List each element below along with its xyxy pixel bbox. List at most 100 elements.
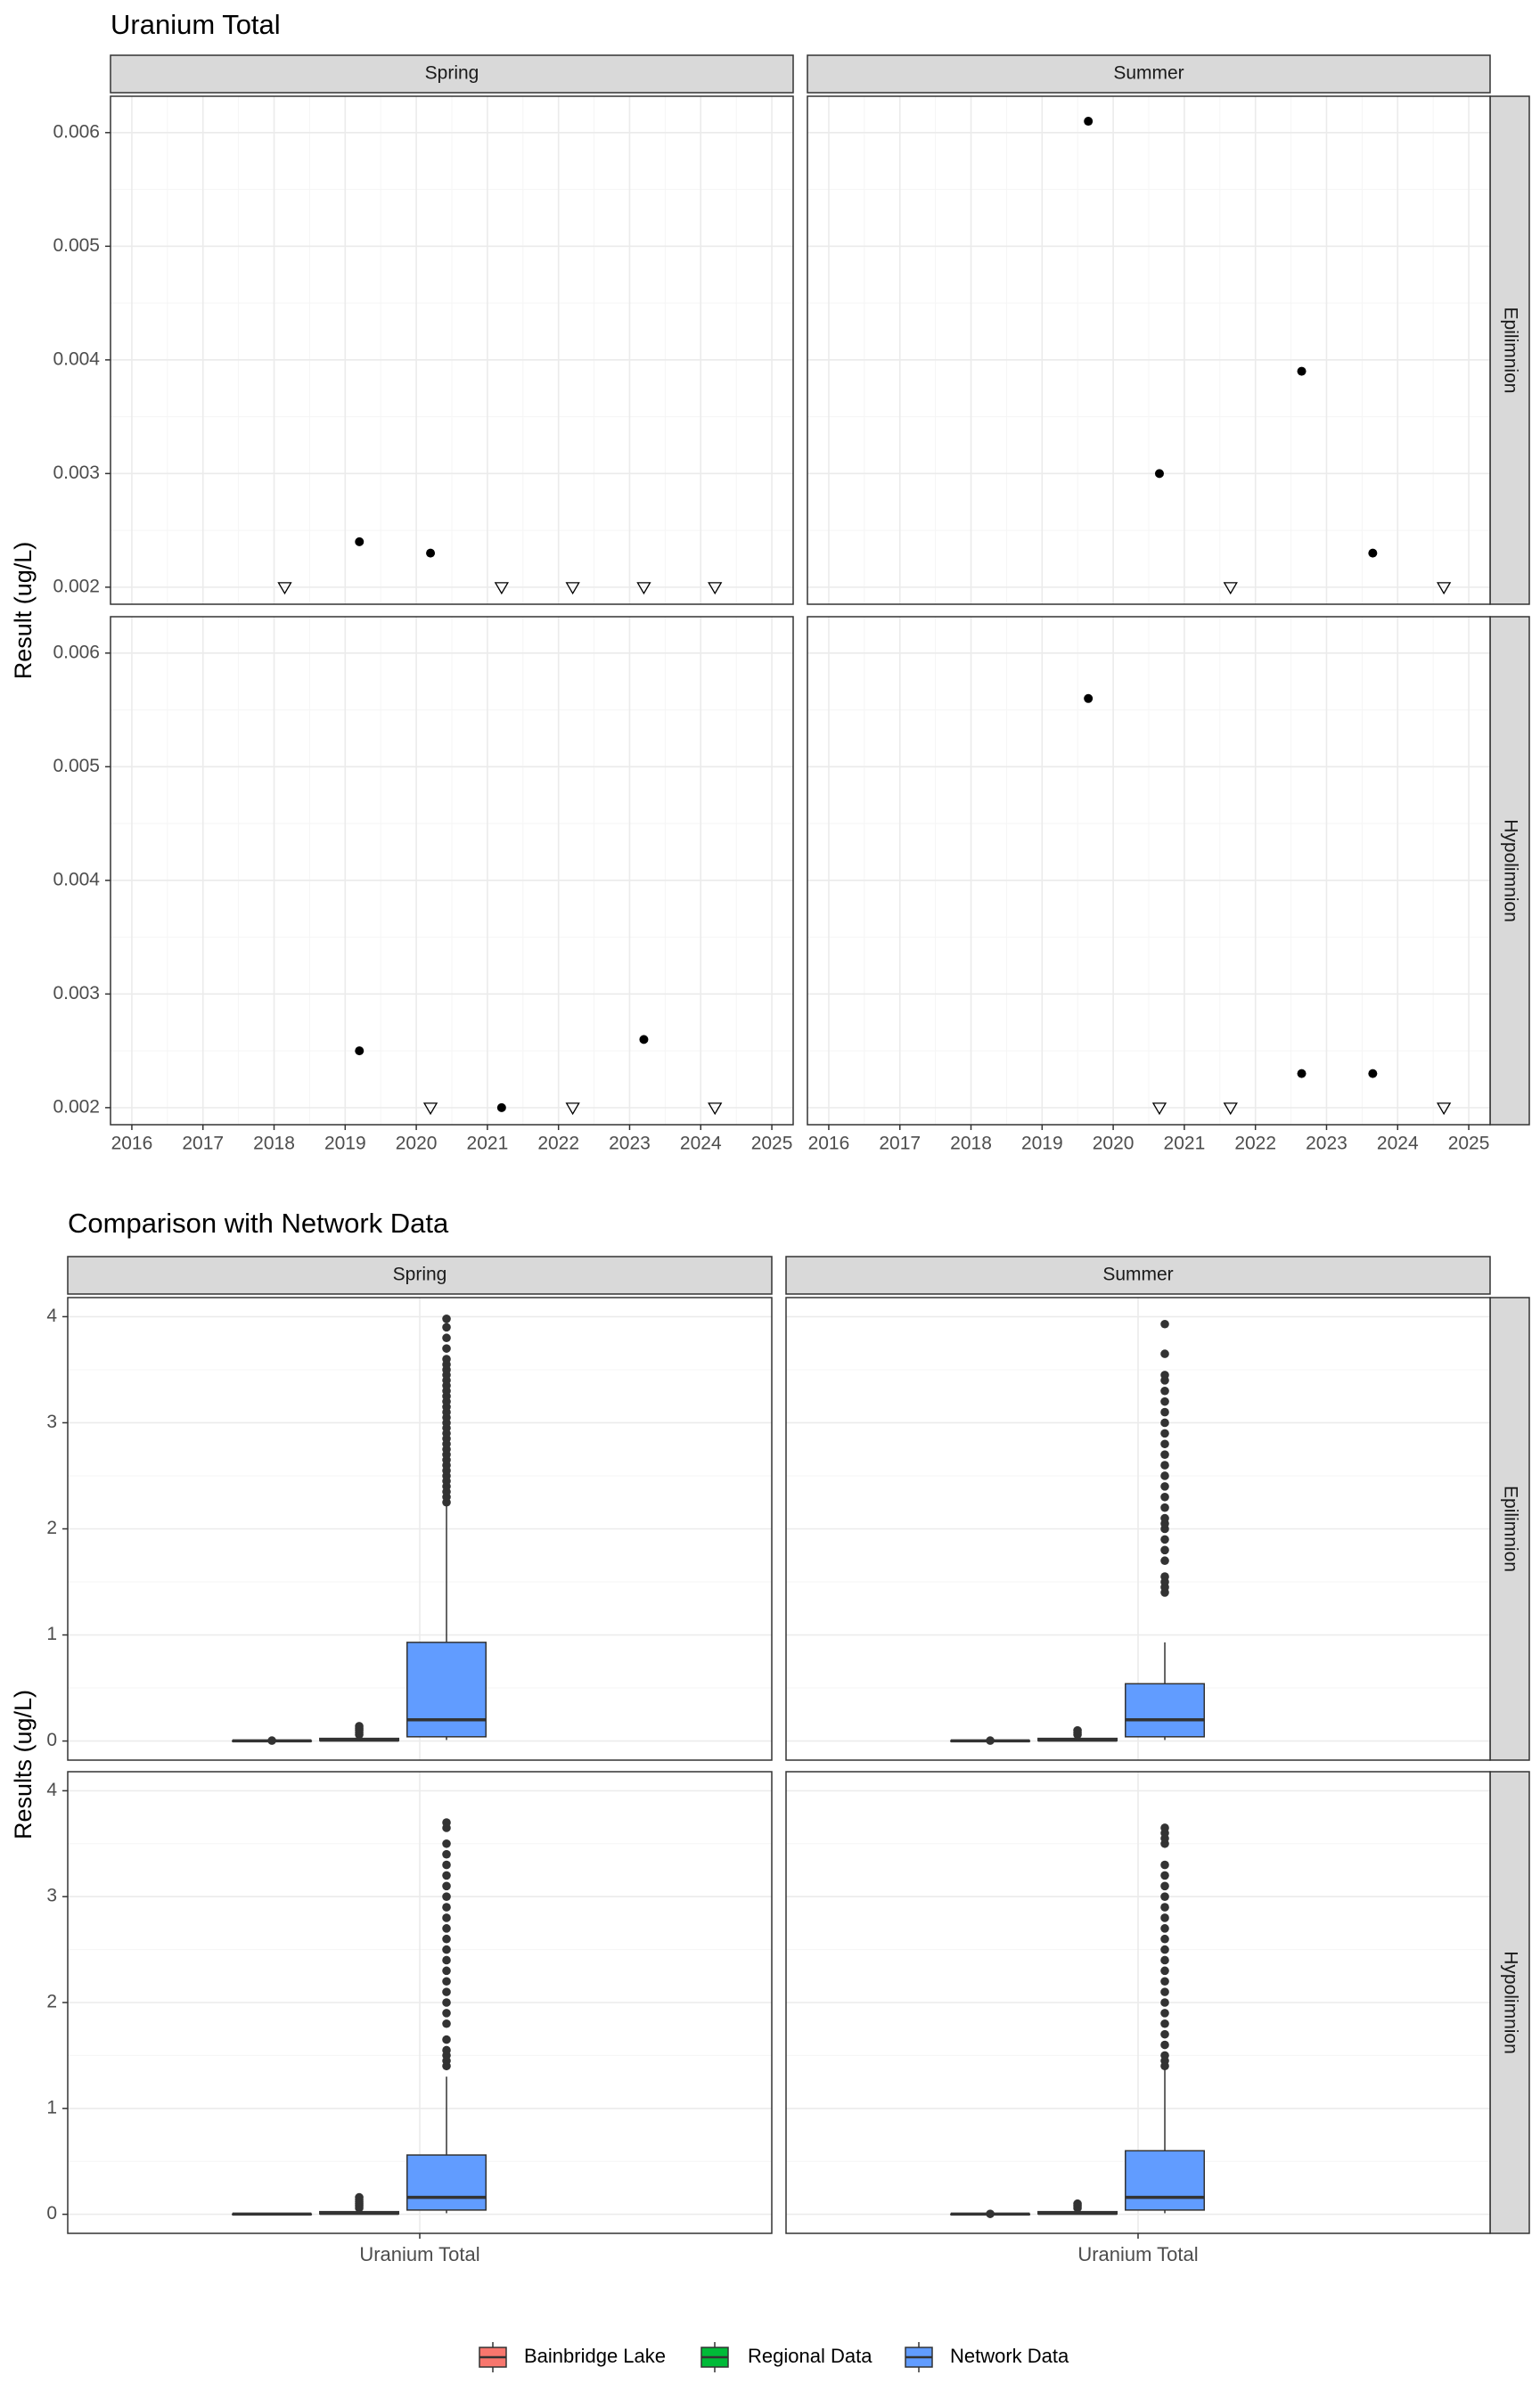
outlier-point <box>1160 1513 1169 1523</box>
y-tick-label: 1 <box>46 1624 57 1644</box>
legend: Bainbridge Lake Regional Data Network Data <box>479 2342 1069 2372</box>
outlier-point <box>1160 1535 1169 1544</box>
boxplot-bainbridge-lake <box>950 2209 1031 2218</box>
facet-strip-epilimnion <box>1489 95 1530 605</box>
x-tick-label: 2024 <box>680 1134 722 1154</box>
x-tick-label: 2019 <box>1021 1134 1063 1154</box>
facet-strip-spring <box>67 1256 773 1295</box>
legend-label: Network Data <box>950 2345 1069 2367</box>
x-tick-label: 2017 <box>879 1134 921 1154</box>
data-point <box>1297 1069 1307 1078</box>
outlier-point <box>442 1818 451 1827</box>
boxplot-regional-data <box>319 2192 400 2216</box>
panel-spring-epilimnion <box>110 95 794 605</box>
y-tick-label: 0.005 <box>53 756 100 776</box>
outlier-point <box>442 1945 451 1954</box>
x-tick-label: 2020 <box>396 1134 438 1154</box>
outlier-point <box>442 1333 451 1343</box>
outlier-point <box>986 1736 995 1745</box>
facet-strip-spring <box>110 54 794 94</box>
x-tick-label: Uranium Total <box>1077 2243 1198 2265</box>
panel-border <box>807 95 1491 605</box>
x-tick-label: 2023 <box>1306 1134 1348 1154</box>
box-iqr <box>1125 1683 1206 1738</box>
outlier-point <box>442 2009 451 2018</box>
data-point-below-detection <box>636 582 651 595</box>
y-tick-label: 0.005 <box>53 235 100 256</box>
data-point-below-detection <box>565 1102 580 1116</box>
data-point-below-detection <box>708 1102 723 1116</box>
outlier-point <box>1160 1823 1169 1832</box>
facet-strip-label: Summer <box>1102 1265 1173 1285</box>
outlier-point <box>442 1892 451 1901</box>
x-tick-label: 2025 <box>751 1134 793 1154</box>
outlier-point <box>1160 1319 1169 1329</box>
panel-summer-hypolimnion <box>785 1771 1491 2234</box>
box-iqr <box>1125 2150 1206 2211</box>
y-tick-label: 0.003 <box>53 463 100 483</box>
facet-strip-summer <box>807 54 1491 94</box>
x-tick-label: 2023 <box>609 1134 651 1154</box>
outlier-point <box>1160 1903 1169 1912</box>
x-tick-label: 2021 <box>1164 1134 1206 1154</box>
outlier-point <box>1160 1503 1169 1512</box>
data-point-below-detection <box>1437 582 1452 595</box>
y-tick-label: 3 <box>46 1412 57 1432</box>
outlier-point <box>1160 2009 1169 2018</box>
boxplot-network-data <box>406 1315 487 1741</box>
outlier-point <box>1160 1871 1169 1880</box>
y-tick-label: 0.004 <box>53 869 100 889</box>
chart-title: Uranium Total <box>111 9 281 40</box>
y-tick-label: 1 <box>46 2097 57 2117</box>
data-point <box>639 1035 649 1044</box>
outlier-point <box>442 1344 451 1353</box>
data-point-below-detection <box>277 582 292 595</box>
outlier-point <box>1160 1913 1169 1922</box>
outlier-point <box>442 1881 451 1891</box>
facet-strip-label: Hypolimnion <box>1500 819 1520 922</box>
y-tick-label: 4 <box>46 1780 57 1800</box>
outlier-point <box>442 1871 451 1880</box>
legend-key-regional-data <box>700 2342 729 2372</box>
x-tick-label: 2018 <box>950 1134 992 1154</box>
data-point-below-detection <box>1223 1102 1238 1116</box>
y-tick-label: 3 <box>46 1886 57 1906</box>
panel-spring-hypolimnion <box>110 616 794 1126</box>
outlier-point <box>1160 1439 1169 1449</box>
data-point <box>426 548 436 558</box>
data-point <box>1154 469 1164 479</box>
outlier-point <box>1160 1418 1169 1428</box>
outlier-point <box>442 1924 451 1933</box>
x-tick-label: 2019 <box>324 1134 366 1154</box>
outlier-point <box>1160 2040 1169 2050</box>
chart-title: Comparison with Network Data <box>68 1208 449 1239</box>
y-tick-label: 0.006 <box>53 121 100 142</box>
outlier-point <box>1160 2029 1169 2039</box>
outlier-point <box>1073 1725 1082 1735</box>
outlier-point <box>1160 1987 1169 1996</box>
data-point-below-detection <box>1437 1102 1452 1116</box>
data-point <box>355 537 365 546</box>
boxplot-bainbridge-lake <box>232 2212 313 2216</box>
outlier-point <box>1160 1482 1169 1491</box>
panel-border <box>110 616 794 1126</box>
outlier-point <box>986 2209 995 2218</box>
outlier-point <box>1160 1461 1169 1470</box>
outlier-point <box>267 1736 276 1745</box>
data-point-below-detection <box>494 582 509 595</box>
x-tick-label: 2020 <box>1093 1134 1135 1154</box>
data-point <box>1368 1069 1378 1078</box>
outlier-point <box>442 1839 451 1848</box>
outlier-point <box>1160 1934 1169 1944</box>
outlier-point <box>442 1998 451 2007</box>
y-tick-label: 0.002 <box>53 1096 100 1117</box>
data-point-below-detection <box>1151 1102 1167 1116</box>
outlier-point <box>1160 1349 1169 1358</box>
y-tick-label: 0.004 <box>53 348 100 369</box>
panel-border <box>110 95 794 605</box>
outlier-point <box>1160 1860 1169 1870</box>
outlier-point <box>442 1987 451 1996</box>
panel-summer-epilimnion <box>785 1297 1491 1761</box>
